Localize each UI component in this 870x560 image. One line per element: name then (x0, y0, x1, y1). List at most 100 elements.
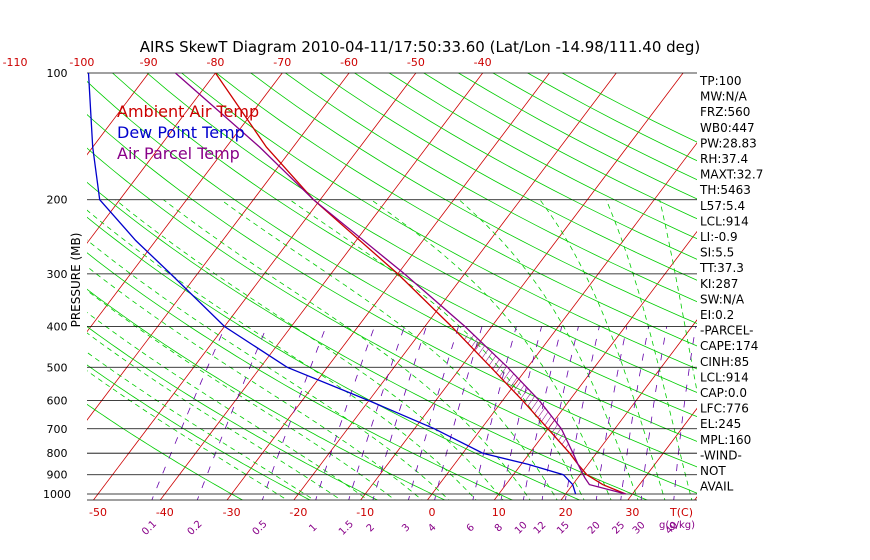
moist-adiabat-line (87, 209, 477, 500)
legend-entry: Ambient Air Temp (117, 102, 259, 121)
pressure-tick-label: 800 (47, 447, 68, 460)
top-temp-tick-label: -100 (69, 56, 94, 69)
mixing-ratio-tick-label: 20 (586, 520, 603, 537)
isotherm-line (426, 142, 697, 500)
series-line-air-parcel-temp (174, 73, 626, 495)
moist-adiabat-line (220, 199, 558, 500)
pressure-tick-label: 700 (47, 423, 68, 436)
stat-line: PW:28.83 (700, 136, 757, 150)
moist-adiabat-line (659, 199, 697, 394)
mixing-ratio-tick-label: 15 (555, 520, 572, 537)
moist-adiabat-line (115, 199, 504, 500)
dry-adiabat-line (87, 147, 697, 494)
bottom-temp-tick-label: -50 (89, 506, 107, 519)
mixing-ratio-line (620, 326, 649, 500)
mixing-ratio-line (640, 326, 668, 500)
mixing-ratio-line (196, 326, 268, 500)
isotherm-line (92, 73, 417, 500)
dry-adiabat-line (181, 73, 697, 370)
bottom-temp-tick-label: 10 (492, 506, 506, 519)
isotherm-line (87, 73, 283, 333)
stat-line: -PARCEL- (700, 324, 754, 338)
mixing-ratio-line (500, 326, 542, 500)
top-temp-tick-label: -70 (273, 56, 291, 69)
series-line-dew-point-temp (87, 73, 577, 495)
pressure-tick-label: 600 (47, 395, 68, 408)
mixing-ratio-line (673, 326, 697, 500)
top-temp-tick-label: -60 (340, 56, 358, 69)
mixing-ratio-tick-label: 6 (465, 522, 477, 534)
mixing-ratio-tick-label: 8 (493, 522, 505, 534)
bottom-temp-tick-label: -40 (156, 506, 174, 519)
stat-line: CINH:85 (700, 355, 749, 369)
mixing-ratio-line (261, 326, 327, 500)
moist-adiabat-line (87, 312, 369, 500)
moist-adiabat-line (87, 266, 423, 500)
stat-line: SI:5.5 (700, 246, 734, 260)
moist-adiabat-line (458, 199, 639, 500)
stat-line: MW:N/A (700, 90, 748, 104)
dry-adiabat-line (388, 73, 697, 240)
mixing-ratio-line (348, 326, 405, 500)
stat-line: LFC:776 (700, 402, 749, 416)
top-temp-tick-label: -90 (140, 56, 158, 69)
isotherm-line (226, 73, 550, 500)
mixing-ratio-tick-label: 1.5 (337, 519, 356, 538)
moist-adiabat-line (605, 199, 693, 500)
chart-title: AIRS SkewT Diagram 2010-04-11/17:50:33.6… (140, 38, 701, 56)
pressure-tick-label: 500 (47, 361, 68, 374)
stat-line: L57:5.4 (700, 199, 745, 213)
dry-adiabat-line (87, 80, 697, 442)
bottom-temp-tick-label: -30 (223, 506, 241, 519)
stat-line: LCL:914 (700, 370, 749, 384)
mixing-ratio-line (564, 326, 600, 500)
stat-line: RH:37.4 (700, 152, 748, 166)
pressure-tick-label: 300 (47, 268, 68, 281)
dry-adiabat-line (492, 73, 697, 181)
isotherm-line (87, 73, 150, 156)
stat-line: LI:-0.9 (700, 230, 738, 244)
bottom-temp-tick-label: -20 (289, 506, 307, 519)
mixing-ratio-line (315, 326, 375, 500)
stat-line: TT:37.3 (699, 261, 744, 275)
bottom-temp-tick-label: -10 (356, 506, 374, 519)
mixing-ratio-tick-label: 12 (532, 520, 549, 537)
stat-line: LCL:914 (700, 214, 749, 228)
isotherm-line (87, 73, 216, 244)
isotherm-line (627, 407, 697, 500)
stat-line: -WIND- (700, 448, 742, 462)
top-temp-tick-label: -40 (474, 56, 492, 69)
pressure-tick-label: 100 (47, 67, 68, 80)
moist-adiabat-line (289, 199, 585, 500)
mixing-ratio-tick-label: 10 (513, 520, 530, 537)
grid-layer (0, 54, 697, 503)
stat-line: NOT (700, 464, 726, 478)
dry-adiabat-line (146, 73, 697, 393)
legend-entry: Dew Point Temp (117, 123, 245, 142)
top-temp-tick-label: -50 (407, 56, 425, 69)
pressure-tick-label: 1000 (43, 488, 71, 501)
stat-line: CAPE:174 (700, 339, 758, 353)
dry-adiabat-line (87, 326, 379, 500)
isotherm-line (159, 73, 484, 500)
mixing-ratio-line (408, 326, 459, 500)
mixing-ratio-line (434, 326, 483, 500)
dry-adiabat-line (284, 73, 697, 303)
bottom-temp-tick-label: 20 (559, 506, 573, 519)
mixing-ratio-line (151, 326, 226, 500)
mixing-ratio-tick-label: 1 (307, 522, 319, 534)
mixing-ratio-line (522, 326, 563, 500)
top-temp-tick-label: -80 (206, 56, 224, 69)
isotherm-line (0, 54, 30, 503)
moist-adiabat-line (87, 239, 450, 500)
dry-adiabat-line (423, 73, 697, 220)
moist-adiabat-line (370, 199, 612, 500)
mixing-ratio-tick-label: 3 (400, 522, 412, 534)
stat-line: EL:245 (700, 417, 741, 431)
mixing-ratio-tick-label: 0.5 (251, 519, 270, 538)
isotherm-line (560, 319, 697, 500)
dry-adiabat-line (250, 73, 697, 324)
stat-line: FRZ:560 (700, 105, 750, 119)
x-unit-label: T(C) (669, 506, 693, 519)
mixing-ratio-line (472, 326, 517, 500)
